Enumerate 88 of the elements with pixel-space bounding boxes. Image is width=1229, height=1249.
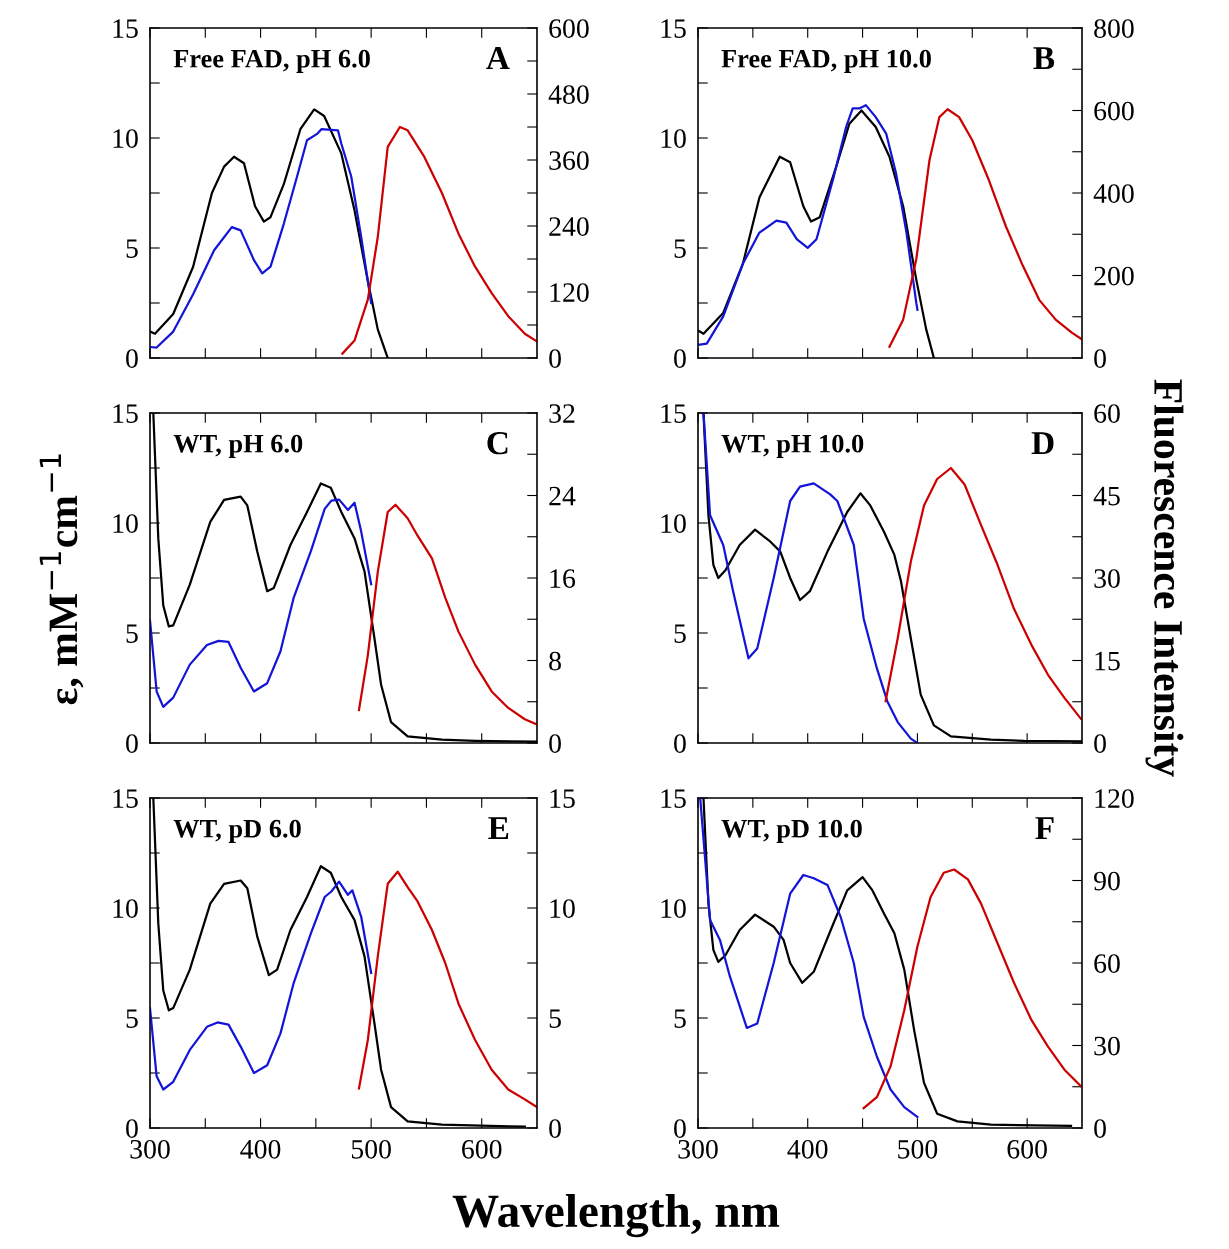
annotation: WT, pH 10.0 bbox=[721, 434, 864, 458]
y-tick-label: 0 bbox=[126, 734, 138, 753]
y-axis-title: ε, mM$^{−1}$cm$^{−1}$ bbox=[39, 454, 84, 705]
y-tick-label: 0 bbox=[674, 734, 686, 753]
y-tick-label: 15 bbox=[113, 19, 138, 38]
annotation: C bbox=[487, 431, 508, 455]
annotation: A bbox=[486, 47, 510, 70]
y-tick-label: 5 bbox=[674, 239, 686, 258]
y2-tick-label: 8 bbox=[549, 651, 561, 671]
annotation: E bbox=[488, 817, 509, 840]
annotation: Free FAD, pH 6.0 bbox=[173, 49, 370, 73]
y-tick-label: 0 bbox=[126, 1119, 138, 1138]
y-tick-label: 0 bbox=[126, 349, 138, 368]
line-series bbox=[150, 128, 373, 349]
y2-tick-label: 0 bbox=[549, 349, 561, 368]
y2-tick-label: 30 bbox=[1094, 569, 1120, 588]
y2-tick-label: 480 bbox=[548, 85, 589, 104]
line-series bbox=[888, 108, 1082, 348]
y2-axis-title: Fluorescence Intensity bbox=[1145, 379, 1184, 777]
y2-tick-label: 15 bbox=[1095, 651, 1120, 671]
x-tick-label: 400 bbox=[240, 1139, 281, 1159]
line-series bbox=[357, 503, 537, 726]
y-tick-label: 5 bbox=[126, 239, 138, 258]
y2-tick-label: 30 bbox=[1094, 1036, 1120, 1056]
x-axis-title: Wavelength, nm bbox=[452, 1194, 780, 1238]
y-tick-label: 10 bbox=[661, 129, 686, 148]
line-series bbox=[150, 880, 373, 1091]
line-series bbox=[702, 413, 919, 743]
y2-tick-label: 800 bbox=[1094, 19, 1134, 38]
y-tick-label: 5 bbox=[674, 1009, 686, 1028]
x-tick-label: 500 bbox=[898, 1139, 938, 1159]
y2-tick-label: 10 bbox=[550, 899, 575, 918]
x-tick-label: 300 bbox=[130, 1139, 170, 1159]
y2-tick-label: 600 bbox=[1094, 101, 1134, 121]
y-tick-label: 10 bbox=[661, 514, 686, 533]
y-tick-label: 5 bbox=[126, 1009, 138, 1028]
line-series bbox=[341, 125, 537, 355]
line-series bbox=[699, 798, 919, 1119]
y-tick-label: 10 bbox=[113, 514, 138, 533]
y-tick-label: 5 bbox=[126, 624, 138, 643]
y-tick-label: 15 bbox=[661, 789, 686, 808]
x-tick-label: 400 bbox=[787, 1139, 828, 1159]
y2-tick-label: 24 bbox=[549, 486, 576, 506]
y2-tick-label: 60 bbox=[1094, 404, 1120, 423]
line-series bbox=[357, 870, 537, 1109]
y2-tick-label: 600 bbox=[549, 19, 589, 38]
line-series bbox=[150, 498, 373, 709]
y2-tick-label: 5 bbox=[549, 1009, 561, 1028]
y2-tick-label: 15 bbox=[550, 789, 575, 808]
y-tick-label: 10 bbox=[113, 129, 138, 148]
y2-tick-label: 360 bbox=[549, 151, 589, 170]
y2-tick-label: 32 bbox=[549, 404, 575, 423]
y-tick-label: 5 bbox=[674, 624, 686, 643]
y2-tick-label: 45 bbox=[1093, 486, 1120, 506]
y2-tick-label: 200 bbox=[1094, 266, 1134, 286]
y2-tick-label: 400 bbox=[1093, 184, 1134, 203]
y2-tick-label: 60 bbox=[1094, 954, 1120, 973]
annotation: B bbox=[1033, 47, 1055, 70]
y2-tick-label: 0 bbox=[1094, 349, 1106, 368]
y-tick-label: 15 bbox=[113, 789, 138, 808]
annotation: Free FAD, pH 10.0 bbox=[721, 49, 931, 73]
x-tick-label: 300 bbox=[678, 1139, 718, 1159]
y-tick-label: 0 bbox=[674, 1119, 686, 1138]
y2-tick-label: 0 bbox=[549, 734, 561, 753]
y-tick-label: 15 bbox=[661, 19, 686, 38]
annotation: WT, pD 10.0 bbox=[721, 819, 862, 843]
y2-tick-label: 0 bbox=[1094, 734, 1106, 753]
y-tick-label: 0 bbox=[674, 349, 686, 368]
y2-tick-label: 16 bbox=[550, 569, 576, 588]
y2-tick-label: 0 bbox=[549, 1119, 561, 1138]
annotation: WT, pD 6.0 bbox=[173, 819, 301, 843]
y-tick-label: 15 bbox=[661, 404, 686, 423]
annotation: WT, pH 6.0 bbox=[173, 434, 303, 458]
y2-tick-label: 240 bbox=[549, 217, 589, 236]
annotation: F bbox=[1035, 817, 1054, 840]
y2-tick-label: 120 bbox=[1095, 789, 1134, 808]
x-tick-label: 500 bbox=[351, 1139, 391, 1159]
y2-tick-label: 120 bbox=[550, 283, 589, 302]
y-tick-label: 10 bbox=[113, 899, 138, 918]
line-series bbox=[862, 868, 1082, 1110]
x-tick-label: 600 bbox=[1007, 1139, 1047, 1159]
annotation: D bbox=[1031, 432, 1054, 455]
y2-tick-label: 90 bbox=[1094, 871, 1120, 891]
y-tick-label: 10 bbox=[661, 899, 686, 918]
line-series bbox=[884, 466, 1082, 720]
y-tick-label: 15 bbox=[113, 404, 138, 423]
x-tick-label: 600 bbox=[462, 1139, 502, 1159]
y2-tick-label: 0 bbox=[1094, 1119, 1106, 1138]
